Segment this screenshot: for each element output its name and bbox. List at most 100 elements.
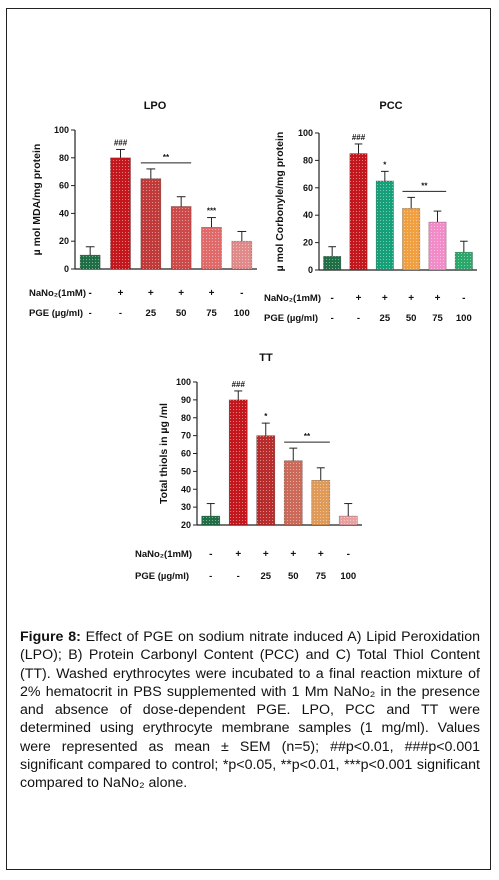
pge-cell: -	[89, 308, 92, 319]
bar-texture-1	[80, 255, 101, 269]
bar-texture-1	[201, 516, 220, 525]
y-tick-label: 0	[64, 264, 69, 274]
y-axis-label: Total thiols in µg /ml	[158, 403, 170, 504]
bar-texture-2	[110, 157, 131, 269]
nano2-cell: +	[435, 293, 441, 304]
y-tick-label: 100	[54, 125, 69, 135]
bracket-label: **	[163, 153, 170, 162]
y-tick-label: 0	[308, 265, 313, 275]
significance-label: ###	[232, 380, 246, 389]
nano2-row-label: NaNo₂(1mM)	[264, 293, 321, 304]
y-tick-label: 100	[176, 377, 191, 387]
y-tick-label: 30	[181, 502, 191, 512]
chart-title: TT	[259, 352, 273, 364]
y-axis-label: µ mol MDA/mg protein	[31, 144, 43, 256]
pge-cell: 25	[146, 308, 157, 319]
pge-cell: 50	[288, 571, 299, 582]
caption-label: Figure 8:	[20, 629, 81, 645]
significance-label: ***	[207, 207, 217, 216]
nano2-cell: +	[408, 293, 414, 304]
nano2-cell: +	[263, 549, 269, 560]
nano2-cell: -	[462, 293, 465, 304]
nano2-cell: -	[209, 549, 212, 560]
significance-label: ###	[352, 133, 366, 142]
figure-caption: Figure 8: Effect of PGE on sodium nitrat…	[20, 628, 480, 793]
y-tick-label: 60	[303, 183, 313, 193]
y-tick-label: 60	[181, 449, 191, 459]
bar-texture-3	[376, 180, 394, 270]
significance-label: *	[264, 412, 268, 421]
pge-row-label: PGE (µg/ml)	[29, 308, 83, 319]
nano2-row-label: NaNo₂(1mM)	[135, 549, 192, 560]
nano2-cell: +	[290, 549, 296, 560]
bar-texture-3	[256, 435, 275, 525]
y-tick-label: 50	[181, 466, 191, 476]
pcc-chart: PCC 0 20 40 60 80 100 µ mol Corbonyle/mg protei…	[264, 100, 477, 324]
nano2-cell: +	[178, 288, 184, 299]
bar-texture-1	[323, 256, 341, 270]
bar-texture-5	[311, 480, 330, 525]
bar-texture-5	[428, 222, 447, 270]
pge-row-label: PGE (µg/ml)	[135, 571, 189, 582]
pge-cell: 75	[315, 571, 326, 582]
pge-cell: 75	[206, 308, 217, 319]
lpo-chart: LPO 0 20 40 60 80 100 µ mol MDA/mg protein ### **…	[29, 100, 257, 319]
pge-cell: -	[119, 308, 122, 319]
bar-texture-5	[201, 227, 222, 269]
y-tick-label: 90	[181, 395, 191, 405]
y-tick-label: 80	[59, 153, 69, 163]
nano2-cell: +	[235, 549, 241, 560]
nano2-cell: +	[356, 293, 362, 304]
bar-texture-6	[339, 516, 358, 525]
nano2-cell: +	[382, 293, 388, 304]
y-tick-label: 40	[303, 210, 313, 220]
significance-label: *	[383, 160, 387, 169]
y-tick-label: 60	[59, 181, 69, 191]
y-tick-label: 20	[59, 236, 69, 246]
pge-cell: 100	[456, 313, 472, 324]
nano2-cell: +	[148, 288, 154, 299]
pge-cell: 100	[234, 308, 250, 319]
y-tick-label: 20	[181, 520, 191, 530]
nano2-cell: +	[318, 549, 324, 560]
nano2-cell: +	[209, 288, 215, 299]
pge-cell: -	[237, 571, 240, 582]
y-axis-label: µ mol Corbonyle/mg protein	[274, 132, 286, 272]
nano2-row-label: NaNo₂(1mM)	[29, 288, 86, 299]
bar-texture-2	[229, 399, 248, 525]
pge-cell: 50	[406, 313, 417, 324]
nano2-cell: -	[88, 288, 91, 299]
pge-cell: 100	[340, 571, 356, 582]
pge-cell: -	[331, 313, 334, 324]
pge-cell: -	[357, 313, 360, 324]
caption-text: Effect of PGE on sodium nitrate induced …	[20, 629, 480, 792]
y-tick-label: 80	[181, 413, 191, 423]
significance-label: ###	[114, 138, 128, 147]
pge-cell: 25	[260, 571, 271, 582]
bracket-label: **	[421, 181, 428, 190]
bar-texture-6	[231, 241, 252, 269]
y-tick-label: 20	[303, 238, 313, 248]
y-tick-label: 100	[298, 128, 313, 138]
pge-cell: 75	[432, 313, 443, 324]
y-tick-label: 80	[303, 155, 313, 165]
nano2-cell: -	[330, 293, 333, 304]
bar-texture-3	[140, 178, 161, 269]
pge-cell: -	[209, 571, 212, 582]
y-tick-label: 40	[59, 208, 69, 218]
pge-row-label: PGE (µg/ml)	[264, 313, 318, 324]
pge-cell: 50	[176, 308, 187, 319]
figure-frame: LPO 0 20 40 60 80 100 µ mol MDA/mg protein ### **…	[6, 8, 491, 870]
nano2-cell: -	[347, 549, 350, 560]
y-tick-label: 40	[181, 484, 191, 494]
bar-texture-2	[349, 153, 368, 270]
chart-title: LPO	[144, 100, 167, 112]
nano2-cell: +	[118, 288, 124, 299]
bar-texture-4	[402, 208, 420, 270]
bar-texture-4	[171, 206, 192, 269]
pge-cell: 25	[380, 313, 391, 324]
y-tick-label: 70	[181, 431, 191, 441]
bracket-label: **	[304, 432, 311, 441]
tt-chart: TT 20 30 40 50 60 70 80 90 100 Total thiols in µg …	[135, 352, 362, 582]
